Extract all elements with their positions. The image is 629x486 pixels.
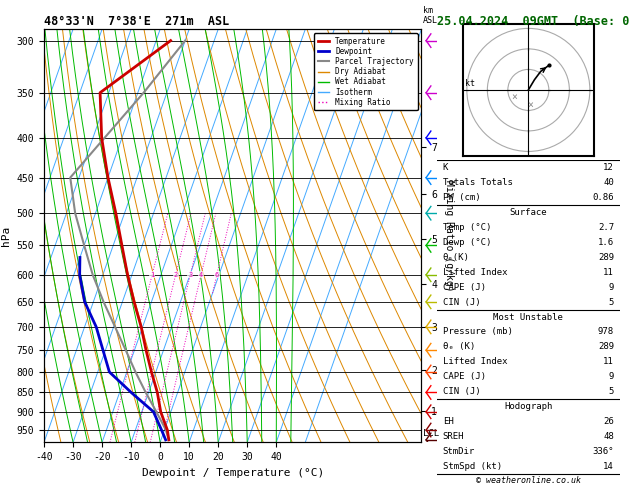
Text: θₑ (K): θₑ (K) [443,342,475,351]
Text: Dewp (°C): Dewp (°C) [443,238,491,247]
Text: 11: 11 [603,357,614,366]
Text: StmSpd (kt): StmSpd (kt) [443,462,502,471]
Text: Most Unstable: Most Unstable [493,312,564,322]
Text: 0.86: 0.86 [593,193,614,202]
Text: ×: × [511,92,517,102]
Y-axis label: Mixing Ratio (g/kg): Mixing Ratio (g/kg) [443,180,454,292]
Text: 9: 9 [609,372,614,381]
Text: CAPE (J): CAPE (J) [443,283,486,292]
Text: 5: 5 [609,387,614,396]
Text: Pressure (mb): Pressure (mb) [443,328,513,336]
Text: CIN (J): CIN (J) [443,297,481,307]
Text: 48: 48 [603,432,614,441]
Text: km
ASL: km ASL [423,6,438,25]
Text: 978: 978 [598,328,614,336]
Text: 2.7: 2.7 [598,223,614,232]
Text: StmDir: StmDir [443,447,475,456]
Text: © weatheronline.co.uk: © weatheronline.co.uk [476,476,581,485]
Text: 26: 26 [603,417,614,426]
Text: 40: 40 [603,178,614,187]
Text: 48°33'N  7°38'E  271m  ASL: 48°33'N 7°38'E 271m ASL [44,15,230,28]
Text: 1: 1 [150,272,154,278]
Text: 25.04.2024  09GMT  (Base: 06): 25.04.2024 09GMT (Base: 06) [437,15,629,28]
Text: ×: × [528,101,533,110]
Text: 1.6: 1.6 [598,238,614,247]
Legend: Temperature, Dewpoint, Parcel Trajectory, Dry Adiabat, Wet Adiabat, Isotherm, Mi: Temperature, Dewpoint, Parcel Trajectory… [314,33,418,110]
Text: 14: 14 [603,462,614,471]
Text: Lifted Index: Lifted Index [443,357,507,366]
Text: Surface: Surface [509,208,547,217]
Text: Totals Totals: Totals Totals [443,178,513,187]
Text: Temp (°C): Temp (°C) [443,223,491,232]
Text: K: K [443,163,448,173]
X-axis label: Dewpoint / Temperature (°C): Dewpoint / Temperature (°C) [142,468,324,478]
Text: SREH: SREH [443,432,464,441]
Text: 3: 3 [188,272,192,278]
Text: 289: 289 [598,253,614,262]
Text: 5: 5 [609,297,614,307]
Text: Hodograph: Hodograph [504,402,552,411]
Text: 289: 289 [598,342,614,351]
Text: 9: 9 [609,283,614,292]
Text: Lifted Index: Lifted Index [443,268,507,277]
Text: 12: 12 [603,163,614,173]
Text: θₑ(K): θₑ(K) [443,253,469,262]
Text: kt: kt [465,79,475,88]
Text: 4: 4 [199,272,203,278]
Text: 2: 2 [174,272,178,278]
Text: 6: 6 [214,272,219,278]
Text: CAPE (J): CAPE (J) [443,372,486,381]
Text: EH: EH [443,417,454,426]
Text: CIN (J): CIN (J) [443,387,481,396]
Text: LCL: LCL [423,429,440,438]
Y-axis label: hPa: hPa [1,226,11,246]
Text: PW (cm): PW (cm) [443,193,481,202]
Text: 336°: 336° [593,447,614,456]
Text: 11: 11 [603,268,614,277]
